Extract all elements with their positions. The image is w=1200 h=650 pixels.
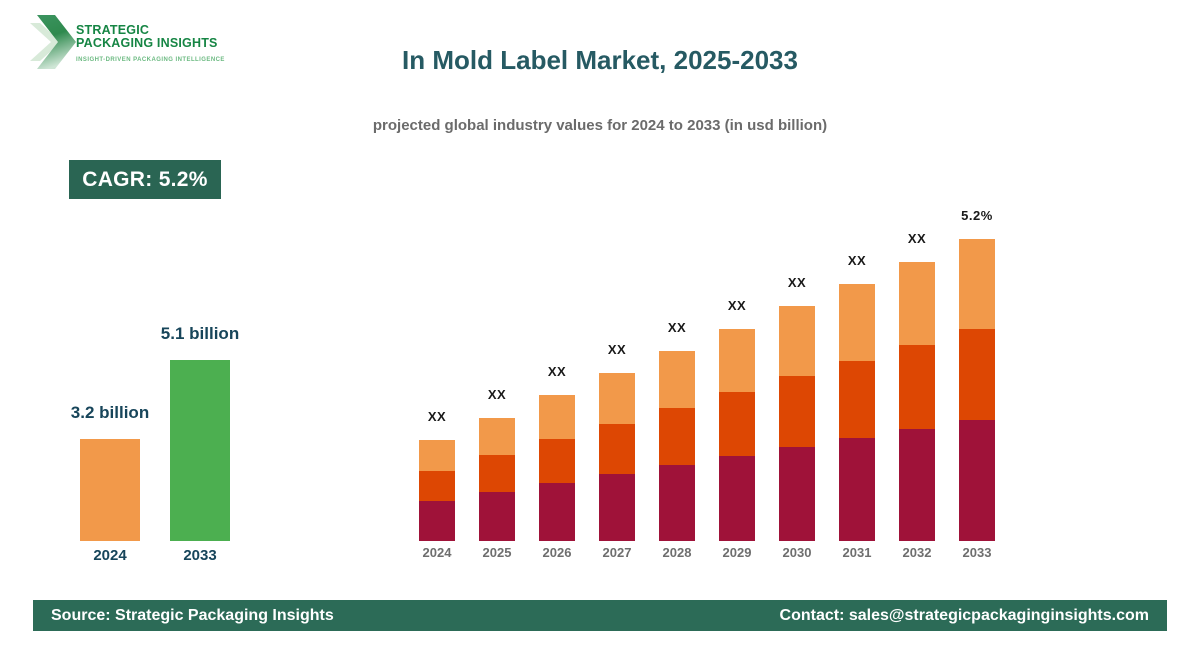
segment-middle-2027: [599, 424, 635, 474]
stacked-bar-2027: [599, 373, 635, 541]
bar-year-label-2030: 2030: [782, 545, 812, 560]
segment-top-2029: [719, 329, 755, 392]
bar-year-label-2033: 2033: [962, 545, 992, 560]
bar-value-label-2032: XX: [907, 231, 927, 246]
bar-year-label-2031: 2031: [842, 545, 872, 560]
footer-bar: Source: Strategic Packaging Insights Con…: [33, 600, 1167, 631]
segment-bottom-2025: [479, 492, 515, 541]
segment-top-2032: [899, 262, 935, 345]
stacked-bar-2030: [779, 306, 815, 541]
segment-middle-2032: [899, 345, 935, 429]
summary-bar-2033: [170, 360, 230, 541]
bar-year-label-2028: 2028: [662, 545, 692, 560]
segment-top-2028: [659, 351, 695, 408]
bar-year-label-2026: 2026: [542, 545, 572, 560]
brand-text: STRATEGIC PACKAGING INSIGHTS INSIGHT-DRI…: [76, 14, 225, 63]
bar-year-label-2024: 2024: [422, 545, 452, 560]
bar-value-label-2024: XX: [427, 409, 447, 424]
segment-bottom-2024: [419, 501, 455, 541]
segment-top-2027: [599, 373, 635, 424]
segment-top-2024: [419, 440, 455, 471]
summary-chart: 3.2 billion 2024 5.1 billion 2033: [71, 0, 250, 564]
brand-logo: STRATEGIC PACKAGING INSIGHTS INSIGHT-DRI…: [30, 14, 225, 70]
segment-bottom-2033: [959, 420, 995, 541]
bar-value-label-2033: 5.2%: [961, 208, 993, 223]
segment-middle-2029: [719, 392, 755, 456]
segment-top-2031: [839, 284, 875, 361]
bar-value-label-2031: XX: [847, 253, 867, 268]
segment-bottom-2031: [839, 438, 875, 541]
bar-year-label-2029: 2029: [722, 545, 752, 560]
brand-name-line2: PACKAGING INSIGHTS: [76, 35, 218, 50]
bar-value-label-2027: XX: [607, 342, 627, 357]
page-title: In Mold Label Market, 2025-2033: [402, 45, 798, 75]
stacked-bar-2025: [479, 418, 515, 541]
segment-middle-2026: [539, 439, 575, 483]
bar-year-label-2025: 2025: [482, 545, 512, 560]
stacked-bar-2024: [419, 440, 455, 541]
cagr-badge: CAGR: 5.2%: [69, 160, 221, 199]
segment-bottom-2026: [539, 483, 575, 541]
summary-year-label-2033: 2033: [183, 547, 217, 564]
stacked-bar-2026: [539, 395, 575, 541]
summary-value-label-2024: 3.2 billion: [70, 403, 150, 422]
bar-value-label-2030: XX: [787, 275, 807, 290]
segment-middle-2025: [479, 455, 515, 492]
projection-chart: XX 2024 XX 2025 XX 2026 XX 2027 XX 2028 XX 2029 XX 20…: [419, 0, 999, 560]
segment-middle-2024: [419, 471, 455, 501]
segment-bottom-2030: [779, 447, 815, 541]
segment-middle-2028: [659, 408, 695, 465]
segment-bottom-2029: [719, 456, 755, 541]
segment-middle-2033: [959, 329, 995, 420]
segment-top-2033: [959, 239, 995, 329]
summary-value-label-2033: 5.1 billion: [160, 324, 240, 343]
brand-tagline: INSIGHT-DRIVEN PACKAGING INTELLIGENCE: [76, 57, 225, 63]
stacked-bar-2032: [899, 262, 935, 541]
brand-name-line1: STRATEGIC: [76, 23, 150, 37]
footer-source: Source: Strategic Packaging Insights: [51, 606, 334, 624]
segment-bottom-2027: [599, 474, 635, 541]
segment-middle-2030: [779, 376, 815, 447]
stacked-bar-2028: [659, 351, 695, 541]
page-subtitle: projected global industry values for 202…: [372, 117, 828, 134]
segment-bottom-2028: [659, 465, 695, 541]
bar-value-label-2028: XX: [667, 320, 687, 335]
segment-top-2025: [479, 418, 515, 455]
chevron-logo-icon: [30, 15, 76, 69]
segment-top-2026: [539, 395, 575, 439]
footer-contact: Contact: sales@strategicpackaginginsight…: [779, 606, 1149, 624]
segment-middle-2031: [839, 361, 875, 438]
stacked-bar-2033: [959, 239, 995, 541]
bar-value-label-2025: XX: [487, 387, 507, 402]
summary-year-label-2024: 2024: [93, 547, 127, 564]
bar-value-label-2026: XX: [547, 364, 567, 379]
bar-year-label-2027: 2027: [602, 545, 632, 560]
bar-value-label-2029: XX: [727, 298, 747, 313]
segment-top-2030: [779, 306, 815, 376]
stacked-bar-2029: [719, 329, 755, 541]
stacked-bar-2031: [839, 284, 875, 541]
segment-bottom-2032: [899, 429, 935, 541]
summary-bar-2024: [80, 439, 140, 541]
bar-year-label-2032: 2032: [902, 545, 932, 560]
